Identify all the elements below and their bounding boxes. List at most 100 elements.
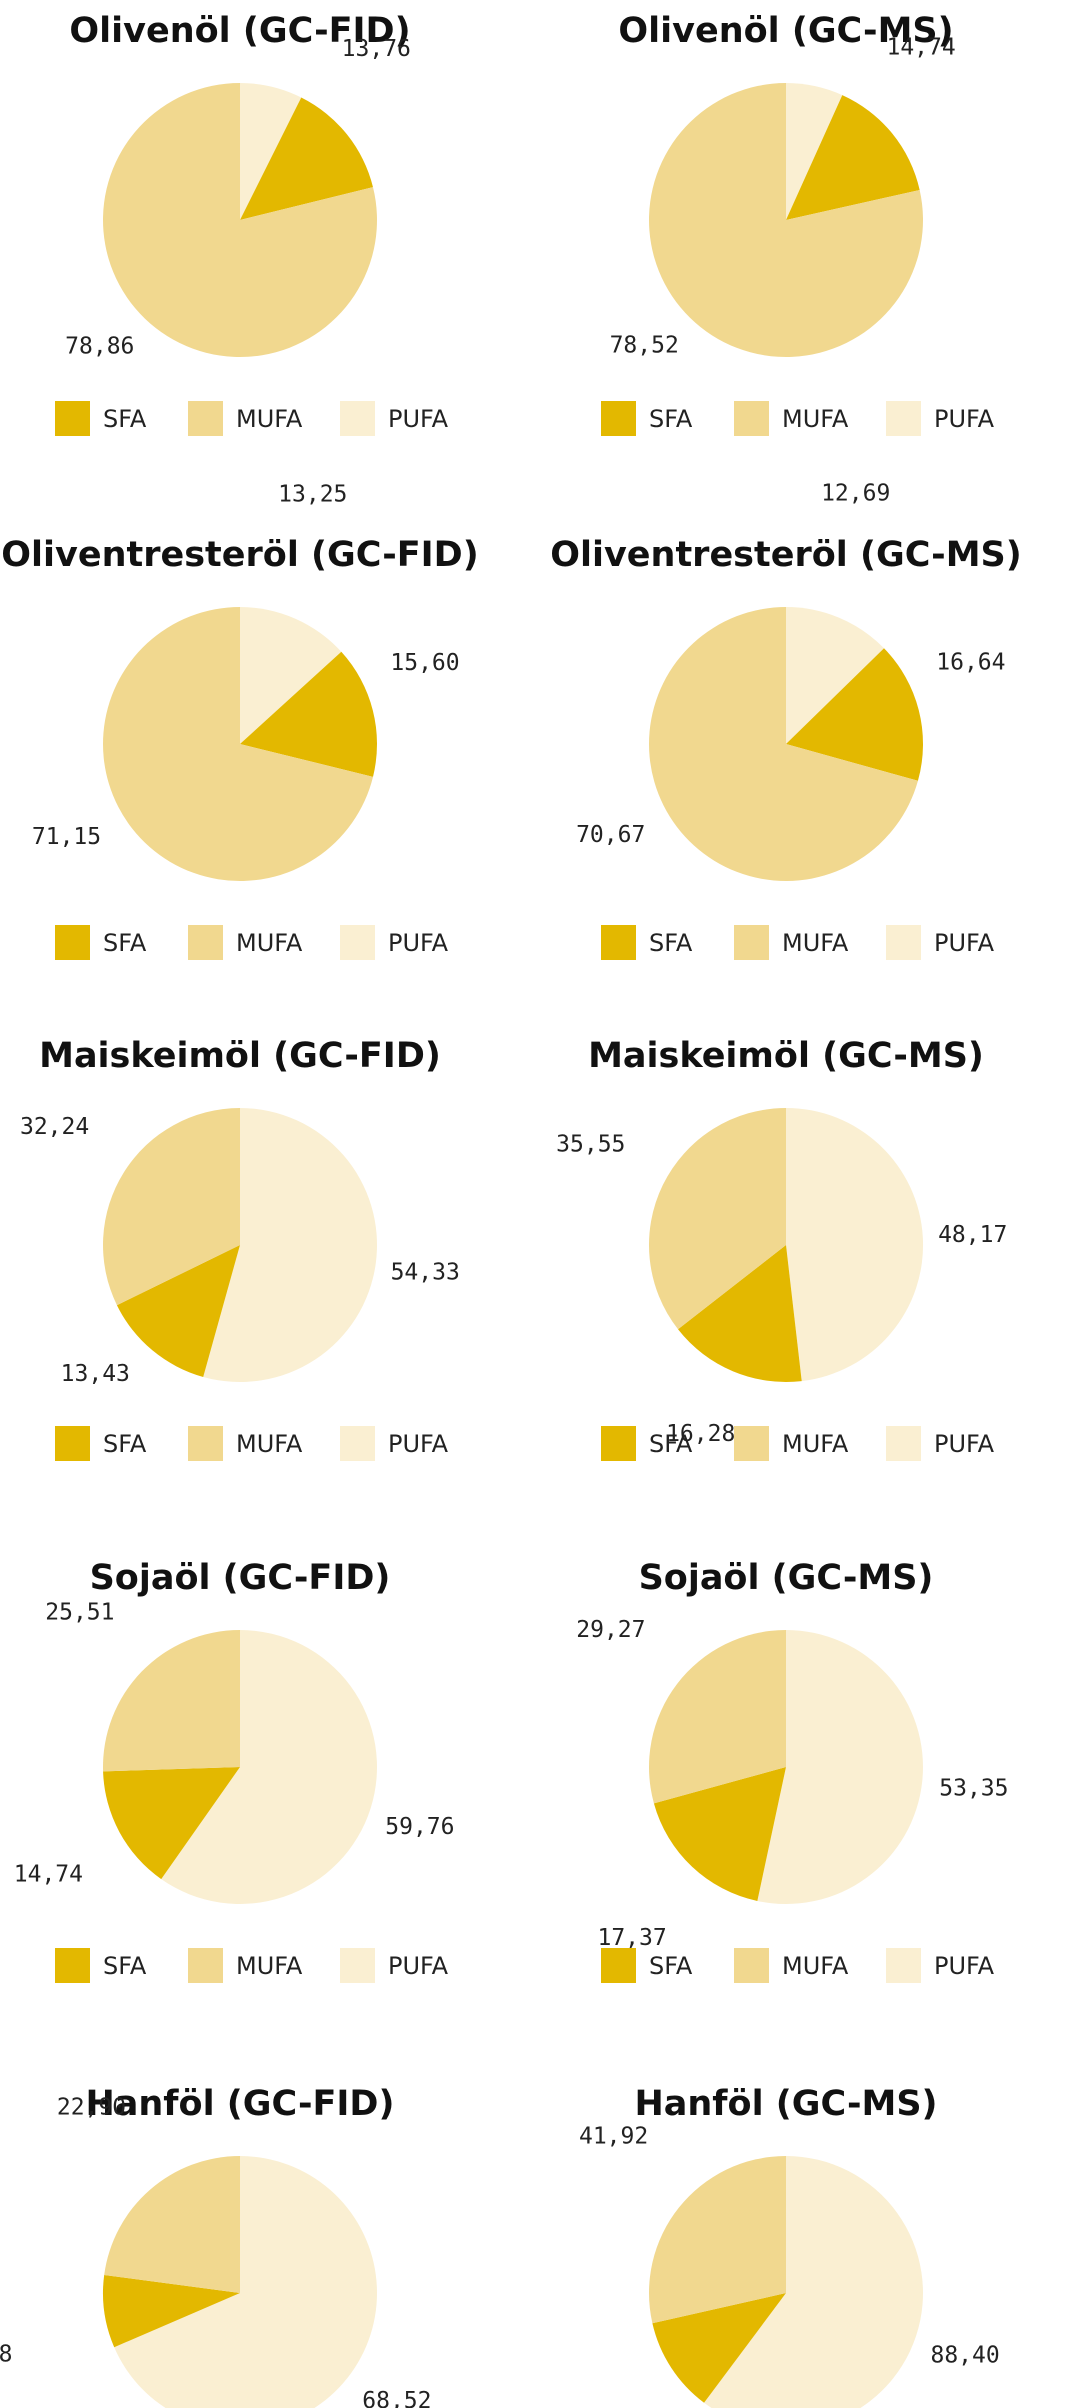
pie-slice-mufa xyxy=(104,2156,240,2293)
data-label: 88,40 xyxy=(930,2343,999,2369)
data-label: 13,76 xyxy=(342,36,411,62)
pie-slice-pufa xyxy=(704,2156,923,2408)
legend-label: SFA xyxy=(103,405,147,433)
legend-label: SFA xyxy=(103,1952,147,1980)
chart-title: Hanföl (GC-FID) xyxy=(85,2084,394,2124)
legend-swatch-pufa xyxy=(340,1948,375,1983)
legend-label: MUFA xyxy=(236,405,303,433)
legend-label: PUFA xyxy=(388,405,449,433)
data-label: 14,74 xyxy=(14,1862,83,1888)
legend-swatch-pufa xyxy=(886,401,921,436)
data-label: 17,37 xyxy=(597,1925,666,1951)
data-label: 16,28 xyxy=(666,1421,735,1447)
legend-label: PUFA xyxy=(388,1952,449,1980)
pie-slice-sfa xyxy=(786,95,920,220)
pie-slice-sfa xyxy=(786,648,923,781)
pie-slice-sfa xyxy=(103,2274,240,2348)
pie-slice-sfa xyxy=(240,97,373,220)
chart-title: Oliventresteröl (GC-MS) xyxy=(550,535,1022,575)
chart-title: Sojaöl (GC-FID) xyxy=(90,1558,391,1598)
data-label: 41,92 xyxy=(579,2123,648,2149)
pie-chart: Olivenöl (GC-MS)6,7414,7478,52SFAMUFAPUF… xyxy=(601,11,995,436)
legend-label: SFA xyxy=(103,929,147,957)
legend-label: SFA xyxy=(103,1430,147,1458)
legend-label: MUFA xyxy=(782,1952,849,1980)
legend-label: MUFA xyxy=(782,1430,849,1458)
legend-swatch-sfa xyxy=(601,925,636,960)
pie-slice-sfa xyxy=(240,651,377,777)
chart-title: Sojaöl (GC-MS) xyxy=(639,1558,934,1598)
legend-swatch-mufa xyxy=(188,401,223,436)
data-label: 54,33 xyxy=(391,1259,460,1285)
legend-swatch-mufa xyxy=(734,925,769,960)
pie-chart: Oliventresteröl (GC-FID) 13,25 15,60 71,15 S… xyxy=(1,482,479,960)
data-label: 15,60 xyxy=(390,650,459,676)
pie-chart: Hanföl (GC-MS)88,4016,5141,92SFAMUFAPUFA xyxy=(579,2084,1000,2408)
chart-title: Maiskeimöl (GC-MS) xyxy=(588,1036,984,1076)
legend-label: MUFA xyxy=(236,1952,303,1980)
legend-swatch-pufa xyxy=(886,1948,921,1983)
legend-label: SFA xyxy=(649,1430,693,1458)
data-label: 70,67 xyxy=(576,822,645,848)
pie-slice-pufa xyxy=(161,1630,377,1904)
pie-slice-pufa xyxy=(786,607,885,744)
legend-swatch-sfa xyxy=(55,925,90,960)
legend-swatch-pufa xyxy=(340,1426,375,1461)
legend-label: PUFA xyxy=(934,405,995,433)
legend-swatch-sfa xyxy=(55,1948,90,1983)
pie-chart: Sojaöl (GC-FID) 59,76 14,74 25,51 SFA MUFA PUF… xyxy=(14,1558,455,1983)
pie-slice-pufa xyxy=(240,83,302,220)
data-label: 59,76 xyxy=(385,1814,454,1840)
pie-slice-sfa xyxy=(652,2293,786,2403)
data-label: 13,43 xyxy=(61,1361,130,1387)
legend-swatch-sfa xyxy=(55,401,90,436)
data-label: 35,55 xyxy=(556,1132,625,1158)
legend-swatch-sfa xyxy=(55,1426,90,1461)
data-label: 32,24 xyxy=(20,1114,89,1140)
pie-slice-mufa xyxy=(102,82,377,357)
pie-slice-mufa xyxy=(102,1108,240,1306)
pie-chart: Maiskeimöl (GC-FID) 54,33 13,43 32,24 SFA MUF… xyxy=(20,1036,460,1461)
legend-label: PUFA xyxy=(934,1430,995,1458)
data-label: 14,74 xyxy=(886,35,955,61)
legend-label: SFA xyxy=(649,405,693,433)
data-label: 78,86 xyxy=(65,334,134,360)
chart-title: Olivenöl (GC-FID) xyxy=(69,11,410,51)
pie-slice-pufa xyxy=(240,607,342,744)
legend-swatch-mufa xyxy=(734,401,769,436)
legend-swatch-mufa xyxy=(188,925,223,960)
legend-label: PUFA xyxy=(388,1430,449,1458)
chart-title: Olivenöl (GC-MS) xyxy=(618,11,953,51)
data-label: 71,15 xyxy=(32,824,101,850)
legend-swatch-pufa xyxy=(886,1426,921,1461)
pie-chart: Maiskeimöl (GC-MS) 48,17 16,28 35,55 SFA MUFA… xyxy=(556,1036,1007,1461)
legend-swatch-mufa xyxy=(734,1948,769,1983)
data-label: 8,58 xyxy=(0,2342,12,2368)
pie-slice-mufa xyxy=(102,607,374,881)
data-label: 48,17 xyxy=(938,1222,1007,1248)
legend-label: MUFA xyxy=(236,929,303,957)
data-label: 16,64 xyxy=(936,650,1005,676)
legend-label: MUFA xyxy=(236,1430,303,1458)
pie-slice-pufa xyxy=(114,2156,377,2408)
pie-slice-pufa xyxy=(203,1108,378,1382)
legend-swatch-mufa xyxy=(188,1426,223,1461)
legend-swatch-mufa xyxy=(734,1426,769,1461)
legend-label: MUFA xyxy=(782,929,849,957)
pie-slice-sfa xyxy=(678,1245,802,1383)
pie-slice-sfa xyxy=(103,1767,240,1880)
data-label: 68,52 xyxy=(362,2388,431,2408)
pie-slice-mufa xyxy=(648,607,918,881)
legend-swatch-pufa xyxy=(340,401,375,436)
data-label: 12,69 xyxy=(821,480,890,506)
legend-swatch-sfa xyxy=(601,1426,636,1461)
data-label: 78,52 xyxy=(610,332,679,358)
legend-label: MUFA xyxy=(782,405,849,433)
pie-chart: Sojaöl (GC-MS) 53,35 17,37 29,27 SFA MUFA PUFA xyxy=(576,1558,1009,1983)
data-label: 25,51 xyxy=(45,1599,114,1625)
data-label: 53,35 xyxy=(939,1776,1008,1802)
legend-label: SFA xyxy=(649,1952,693,1980)
data-label: 22,90 xyxy=(57,2094,126,2120)
legend-label: PUFA xyxy=(388,929,449,957)
pie-slice-pufa xyxy=(786,83,843,220)
